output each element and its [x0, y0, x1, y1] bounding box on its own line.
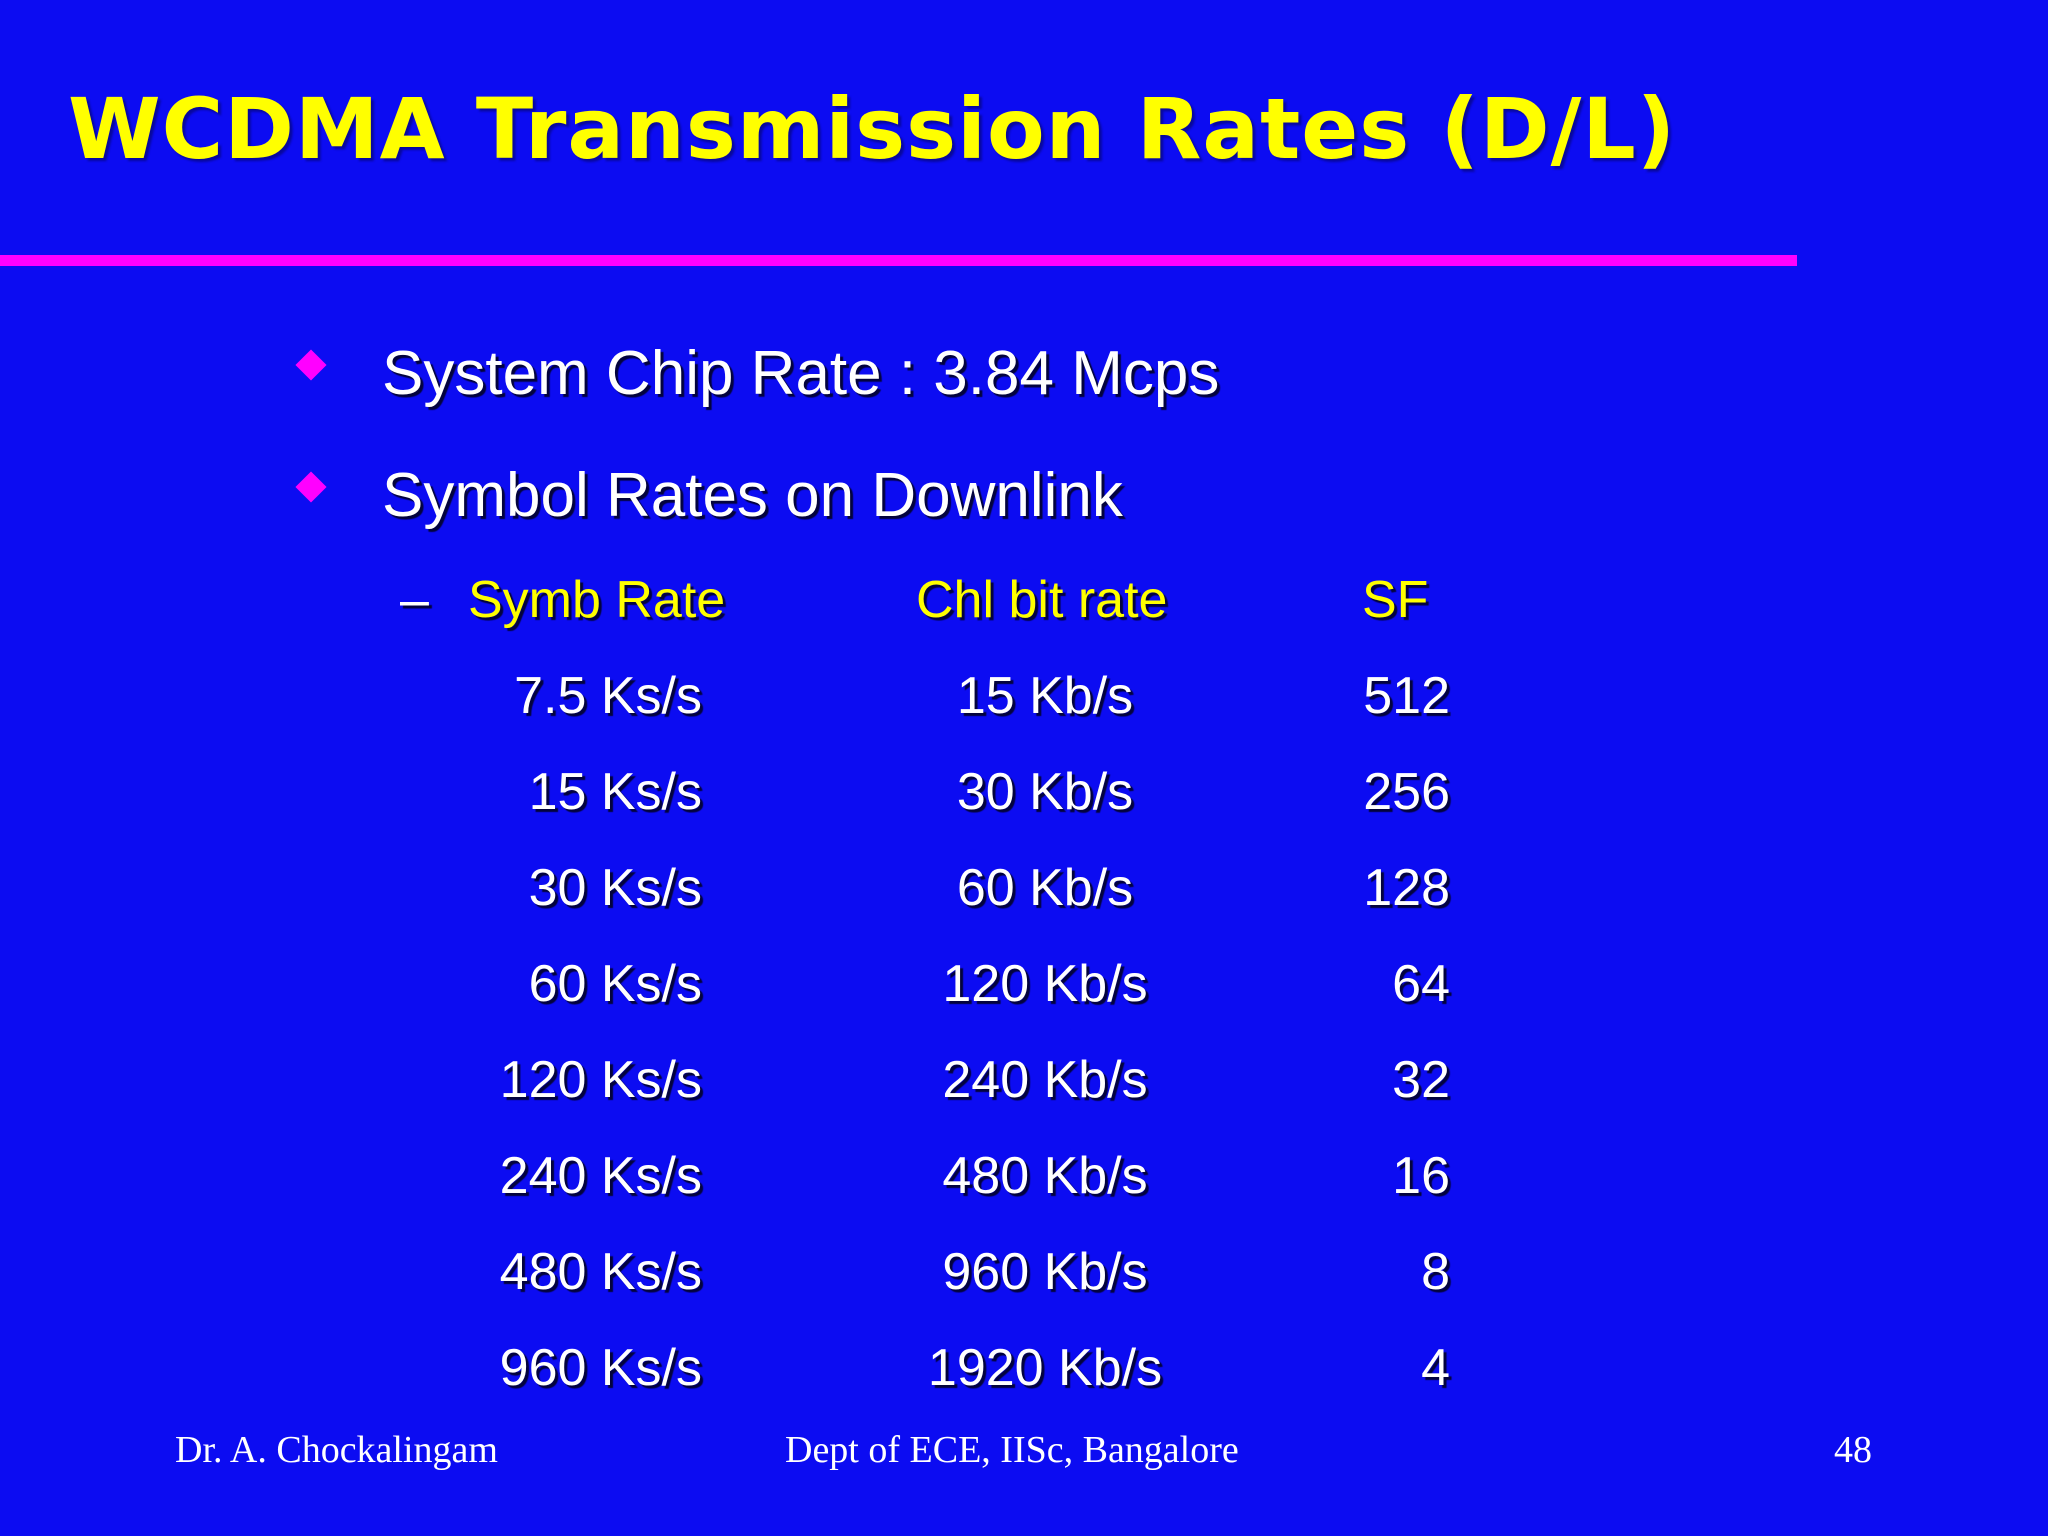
- sf-cell: 128: [1363, 859, 1450, 917]
- bullet-text: Symbol Rates on Downlink: [382, 461, 1123, 530]
- chl-bit-rate-cell: 480 Kb/s: [942, 1147, 1148, 1205]
- symb-rate-cell: 240 Ks/s: [499, 1147, 702, 1205]
- sf-cell: 4: [1421, 1339, 1450, 1397]
- chl-bit-rate-cell: 1920 Kb/s: [927, 1339, 1163, 1397]
- footer-dept: Dept of ECE, IISc, Bangalore: [785, 1429, 1239, 1471]
- chl-bit-rate-cell: 240 Kb/s: [942, 1051, 1148, 1109]
- sf-cell: 256: [1363, 763, 1450, 821]
- chl-bit-rate-cell: 30 Kb/s: [956, 763, 1134, 821]
- symb-rate-cell: 7.5 Ks/s: [514, 667, 702, 725]
- symb-rate-cell: 30 Ks/s: [528, 859, 702, 917]
- symb-rate-cell: 15 Ks/s: [528, 763, 702, 821]
- sf-cell: 16: [1392, 1147, 1450, 1205]
- footer-author: Dr. A. Chockalingam: [175, 1429, 498, 1471]
- header-symb-rate: Symb Rate: [468, 571, 726, 629]
- sf-cell: 8: [1421, 1243, 1450, 1301]
- bullet-text: System Chip Rate : 3.84 Mcps: [382, 339, 1220, 408]
- header-chl-bit-rate: Chl bit rate: [916, 571, 1168, 629]
- header-sf: SF: [1362, 571, 1429, 629]
- symb-rate-cell: 120 Ks/s: [499, 1051, 702, 1109]
- symb-rate-cell: 480 Ks/s: [499, 1243, 702, 1301]
- title-divider: [0, 255, 1797, 266]
- bullet-symbol-rates: Symbol Rates on Downlink: [295, 460, 1123, 531]
- chl-bit-rate-cell: 120 Kb/s: [942, 955, 1148, 1013]
- symb-rate-cell: 60 Ks/s: [528, 955, 702, 1013]
- chl-bit-rate-cell: 15 Kb/s: [956, 667, 1134, 725]
- bullet-chip-rate: System Chip Rate : 3.84 Mcps: [295, 338, 1220, 409]
- sf-cell: 32: [1392, 1051, 1450, 1109]
- slide-title: WCDMA Transmission Rates (D/L): [68, 80, 1677, 178]
- sub-bullet: –: [400, 570, 468, 630]
- chl-bit-rate-cell: 960 Kb/s: [942, 1243, 1148, 1301]
- diamond-bullet-icon: [295, 470, 327, 503]
- diamond-bullet-icon: [295, 348, 327, 381]
- sf-cell: 512: [1363, 667, 1450, 725]
- dash-bullet: –: [400, 571, 429, 629]
- symb-rate-cell: 960 Ks/s: [499, 1339, 702, 1397]
- footer-page-number: 48: [1834, 1429, 1872, 1471]
- sf-cell: 64: [1392, 955, 1450, 1013]
- chl-bit-rate-cell: 60 Kb/s: [956, 859, 1134, 917]
